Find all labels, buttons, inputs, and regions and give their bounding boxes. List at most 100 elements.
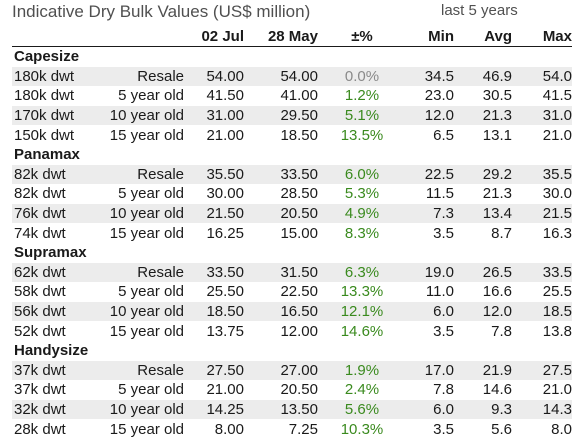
value-date1: 25.50 <box>206 283 244 301</box>
value-min: 6.0 <box>396 301 454 322</box>
table-row: 82k dwt 5 year old 30.00 28.50 5.3% 11.5 21.3 3… <box>12 184 572 204</box>
table-row: 62k dwt Resale 33.50 31.50 6.3% 19.0 26.5 33.5 <box>12 262 572 283</box>
table-row: 28k dwt 15 year old 8.00 7.25 10.3% 3.5 5.6 8.0 <box>12 419 572 439</box>
value-date2: 54.00 <box>254 66 328 87</box>
change-percent: 1.9% <box>328 360 396 381</box>
change-percent: 4.9% <box>328 203 396 224</box>
table-row: 76k dwt 10 year old 21.50 20.50 4.9% 7.3 13.4 2… <box>12 203 572 224</box>
value-avg: 9.3 <box>454 399 512 420</box>
vessel-size: 37k dwt <box>12 360 88 381</box>
value-date1: 8.00 <box>214 420 244 438</box>
value-avg: 14.6 <box>482 381 512 399</box>
value-max: 25.5 <box>542 283 572 301</box>
value-min: 6.5 <box>433 126 454 144</box>
header-avg: Avg <box>454 26 512 47</box>
value-avg: 7.8 <box>491 322 512 340</box>
vessel-age: 5 year old <box>118 381 184 399</box>
section-header-row: Handysize <box>12 340 572 361</box>
vessel-age: Resale <box>88 66 186 87</box>
value-min: 3.5 <box>433 224 454 242</box>
value-max: 14.3 <box>512 399 572 420</box>
table-row: 180k dwt Resale 54.00 54.00 0.0% 34.5 46.9 54.0 <box>12 66 572 87</box>
header-size <box>12 26 88 47</box>
table-row: 170k dwt 10 year old 31.00 29.50 5.1% 12.0 21.… <box>12 105 572 126</box>
vessel-age: 15 year old <box>109 126 184 144</box>
value-avg: 8.7 <box>491 224 512 242</box>
vessel-size: 82k dwt <box>12 164 88 185</box>
value-min: 22.5 <box>396 164 454 185</box>
vessel-age: 5 year old <box>118 87 184 105</box>
vessel-age: 10 year old <box>88 203 186 224</box>
header-min: Min <box>396 26 454 47</box>
vessel-age: 10 year old <box>88 301 186 322</box>
value-date2: 13.50 <box>254 399 328 420</box>
value-date2: 20.50 <box>280 381 318 399</box>
value-avg: 26.5 <box>454 262 512 283</box>
header-age <box>88 26 186 47</box>
value-avg: 30.5 <box>482 87 512 105</box>
value-date2: 33.50 <box>254 164 328 185</box>
header-row: 02 Jul 28 May ±% Min Avg Max <box>12 26 572 47</box>
section-header-row: Capesize <box>12 46 572 67</box>
value-min: 17.0 <box>396 360 454 381</box>
vessel-size: 150k dwt <box>14 126 75 144</box>
vessel-size: 76k dwt <box>12 203 88 224</box>
value-max: 21.0 <box>542 381 572 399</box>
change-percent: 2.4% <box>344 381 380 399</box>
value-date1: 21.00 <box>206 381 244 399</box>
section-header-row: Panamax <box>12 144 572 165</box>
vessel-age: Resale <box>88 360 186 381</box>
value-date1: 33.50 <box>186 262 254 283</box>
vessel-size: 28k dwt <box>14 420 66 438</box>
vessel-size: 56k dwt <box>12 301 88 322</box>
vessel-size: 170k dwt <box>12 105 88 126</box>
value-min: 34.5 <box>396 66 454 87</box>
header-date2: 28 May <box>254 26 328 47</box>
value-date2: 15.00 <box>280 224 318 242</box>
value-date1: 16.25 <box>206 224 244 242</box>
table-row: 82k dwt Resale 35.50 33.50 6.0% 22.5 29.2 35.5 <box>12 164 572 185</box>
value-date1: 27.50 <box>186 360 254 381</box>
change-percent: 5.6% <box>328 399 396 420</box>
section-header-row: Supramax <box>12 242 572 263</box>
table-row: 74k dwt 15 year old 16.25 15.00 8.3% 3.5 8.7 16… <box>12 223 572 243</box>
table-row: 58k dwt 5 year old 25.50 22.50 13.3% 11.0 16.6… <box>12 282 572 302</box>
value-min: 7.8 <box>433 381 454 399</box>
value-date2: 41.00 <box>280 87 318 105</box>
value-max: 31.0 <box>512 105 572 126</box>
change-percent: 6.3% <box>328 262 396 283</box>
section-name: Capesize <box>12 46 572 67</box>
value-date2: 12.00 <box>280 322 318 340</box>
value-date1: 21.50 <box>186 203 254 224</box>
value-min: 3.5 <box>433 322 454 340</box>
value-avg: 21.9 <box>454 360 512 381</box>
value-date1: 31.00 <box>186 105 254 126</box>
vessel-age: Resale <box>88 164 186 185</box>
value-date1: 35.50 <box>186 164 254 185</box>
change-percent: 5.1% <box>328 105 396 126</box>
vessel-age: 10 year old <box>88 399 186 420</box>
range-subtitle: last 5 years <box>441 2 518 19</box>
value-date2: 22.50 <box>280 283 318 301</box>
change-percent: 13.5% <box>340 126 384 144</box>
value-max: 54.0 <box>512 66 572 87</box>
value-min: 23.0 <box>424 87 454 105</box>
section-name: Handysize <box>12 340 572 361</box>
value-max: 13.8 <box>542 322 572 340</box>
value-date1: 13.75 <box>206 322 244 340</box>
value-avg: 46.9 <box>454 66 512 87</box>
value-date2: 31.50 <box>254 262 328 283</box>
value-avg: 16.6 <box>482 283 512 301</box>
value-min: 6.0 <box>396 399 454 420</box>
vessel-size: 32k dwt <box>12 399 88 420</box>
vessel-size: 58k dwt <box>14 283 66 301</box>
header-change: ±% <box>328 26 396 47</box>
value-max: 27.5 <box>512 360 572 381</box>
value-min: 3.5 <box>433 420 454 438</box>
value-date1: 30.00 <box>206 185 244 203</box>
vessel-size: 74k dwt <box>14 224 66 242</box>
vessel-age: 10 year old <box>88 105 186 126</box>
value-date1: 54.00 <box>186 66 254 87</box>
vessel-size: 37k dwt <box>14 381 66 399</box>
header-date1: 02 Jul <box>186 26 254 47</box>
